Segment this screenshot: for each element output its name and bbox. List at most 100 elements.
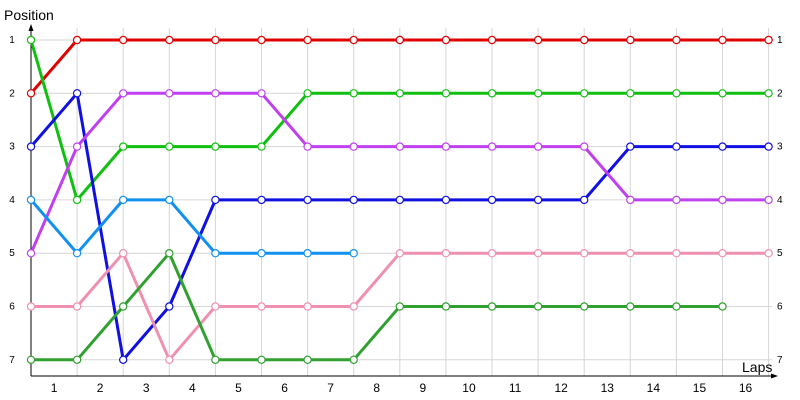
x-tick-label: 3 <box>143 381 150 395</box>
x-axis-title: Laps <box>742 359 772 375</box>
data-point <box>672 89 681 98</box>
data-point <box>303 195 312 205</box>
x-tick-label: 2 <box>97 381 104 395</box>
data-point <box>441 302 451 311</box>
data-point <box>395 89 404 98</box>
data-point <box>626 302 635 311</box>
data-point <box>26 248 36 258</box>
data-point <box>211 142 220 151</box>
data-point <box>487 248 497 258</box>
data-point <box>395 142 404 151</box>
data-point <box>672 248 681 258</box>
data-point <box>672 302 681 311</box>
data-point <box>764 89 773 98</box>
data-point <box>718 89 727 98</box>
data-point <box>165 35 174 45</box>
data-point <box>718 142 727 151</box>
x-tick-label: 1 <box>51 381 58 395</box>
data-point <box>349 89 358 98</box>
series-7 <box>26 248 727 364</box>
data-point <box>26 355 36 364</box>
data-point <box>626 195 635 205</box>
data-point <box>487 35 497 45</box>
data-point <box>211 302 220 311</box>
data-point <box>533 195 543 205</box>
data-point <box>626 142 635 151</box>
data-point <box>26 142 36 151</box>
data-point <box>349 248 358 258</box>
data-point <box>580 302 589 311</box>
data-point <box>118 248 128 258</box>
x-tick-label: 16 <box>739 381 753 395</box>
series-1 <box>26 35 773 98</box>
data-point <box>165 142 174 151</box>
data-point <box>441 35 451 45</box>
data-point <box>533 302 543 311</box>
y-axis-title: Position <box>4 7 54 23</box>
data-point <box>672 35 681 45</box>
data-point <box>349 35 358 45</box>
y-tick-labels: 1 2 3 4 5 6 7 <box>9 35 15 366</box>
data-point <box>211 355 220 364</box>
data-point <box>165 302 174 311</box>
data-point <box>764 248 773 258</box>
series-6 <box>26 248 773 364</box>
data-point <box>487 195 497 205</box>
data-point <box>395 35 404 45</box>
data-point <box>672 195 681 205</box>
data-point <box>72 142 82 151</box>
data-point <box>211 89 220 98</box>
right-tick-label: 6 <box>777 302 783 313</box>
data-point <box>118 35 128 45</box>
data-point <box>349 302 358 311</box>
data-point <box>118 355 128 364</box>
x-tick-labels: 1 2 3 4 5 6 7 8 9 10 11 12 13 14 15 16 <box>51 381 753 395</box>
y-tick-label: 5 <box>9 248 15 259</box>
right-tick-labels: 1 2 3 4 5 6 7 <box>777 35 783 366</box>
data-point <box>118 89 128 98</box>
right-tick-label: 5 <box>777 248 783 259</box>
series-5 <box>26 195 358 258</box>
data-point <box>211 35 220 45</box>
data-point <box>118 195 128 205</box>
data-point <box>165 89 174 98</box>
x-tick-label: 15 <box>693 381 707 395</box>
x-tick-label: 10 <box>462 381 476 395</box>
data-point <box>72 195 82 205</box>
data-point <box>165 355 174 364</box>
data-point <box>257 302 266 311</box>
data-point <box>764 195 773 205</box>
data-point <box>395 195 404 205</box>
x-tick-label: 12 <box>554 381 568 395</box>
data-point <box>580 142 589 151</box>
series-line <box>31 251 723 362</box>
y-axis-arrow <box>28 24 34 31</box>
data-point <box>257 142 266 151</box>
data-point <box>349 142 358 151</box>
data-point <box>26 302 36 311</box>
data-point <box>764 142 773 151</box>
data-point <box>349 195 358 205</box>
data-point <box>533 142 543 151</box>
data-point <box>395 302 404 311</box>
data-point <box>533 89 543 98</box>
right-tick-label: 4 <box>777 195 783 206</box>
data-point <box>487 89 497 98</box>
data-point <box>533 248 543 258</box>
data-point <box>441 248 451 258</box>
x-tick-label: 14 <box>647 381 661 395</box>
data-point <box>672 142 681 151</box>
data-point <box>303 35 312 45</box>
data-point <box>441 89 451 98</box>
data-point <box>303 142 312 151</box>
data-point <box>257 248 266 258</box>
data-point <box>764 35 773 45</box>
data-point <box>441 195 451 205</box>
data-point <box>718 302 727 311</box>
data-point <box>211 195 220 205</box>
data-point <box>626 35 635 45</box>
data-point <box>257 195 266 205</box>
right-tick-label: 7 <box>777 355 783 366</box>
right-tick-label: 3 <box>777 142 783 153</box>
